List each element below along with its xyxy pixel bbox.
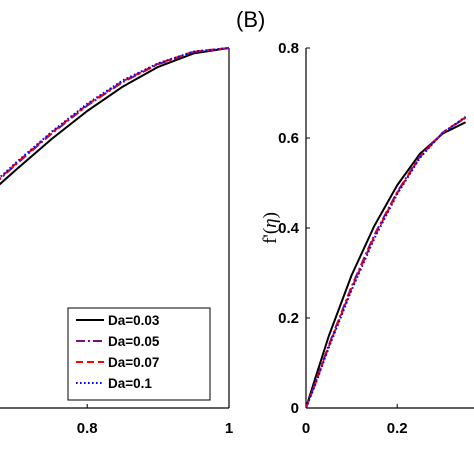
series-line-da-0-03	[306, 121, 467, 409]
series-line-da-0-1	[0, 47, 230, 179]
legend: Da=0.03 Da=0.05 Da=0.07 Da=0.1	[67, 307, 211, 401]
legend-label: Da=0.05	[108, 334, 160, 349]
legend-label: Da=0.1	[108, 376, 152, 391]
y-tick-label: 0.2	[278, 310, 299, 327]
series-line-da-0-07	[306, 116, 467, 409]
series-line-da-0-1	[306, 116, 467, 409]
series-line-da-0-07	[0, 47, 230, 180]
x-tick-label: 0.8	[77, 420, 98, 437]
left-chart-panel: 0.60.81	[0, 47, 233, 437]
x-tick-label: 0	[302, 420, 310, 437]
panel-label-b: (B)	[236, 7, 265, 32]
series-line-da-0-03	[0, 47, 230, 186]
series-line-da-0-05	[0, 47, 230, 181]
y-tick-label: 0.6	[278, 130, 299, 147]
legend-box	[67, 307, 211, 401]
x-tick-label: 1	[225, 420, 233, 437]
right-chart-panel: 0 0.2 0 0.2 0.4 0.6 0.8	[278, 40, 474, 437]
y-tick-label: 0.8	[278, 40, 299, 57]
x-tick-label: 0.2	[387, 420, 408, 437]
legend-label: Da=0.07	[108, 355, 159, 370]
legend-label: Da=0.03	[108, 313, 160, 328]
y-tick-label: 0.4	[278, 220, 300, 237]
series-line-da-0-05	[306, 116, 467, 409]
right-y-axis-label: f'(η)	[260, 212, 281, 244]
y-tick-label: 0	[291, 400, 299, 417]
